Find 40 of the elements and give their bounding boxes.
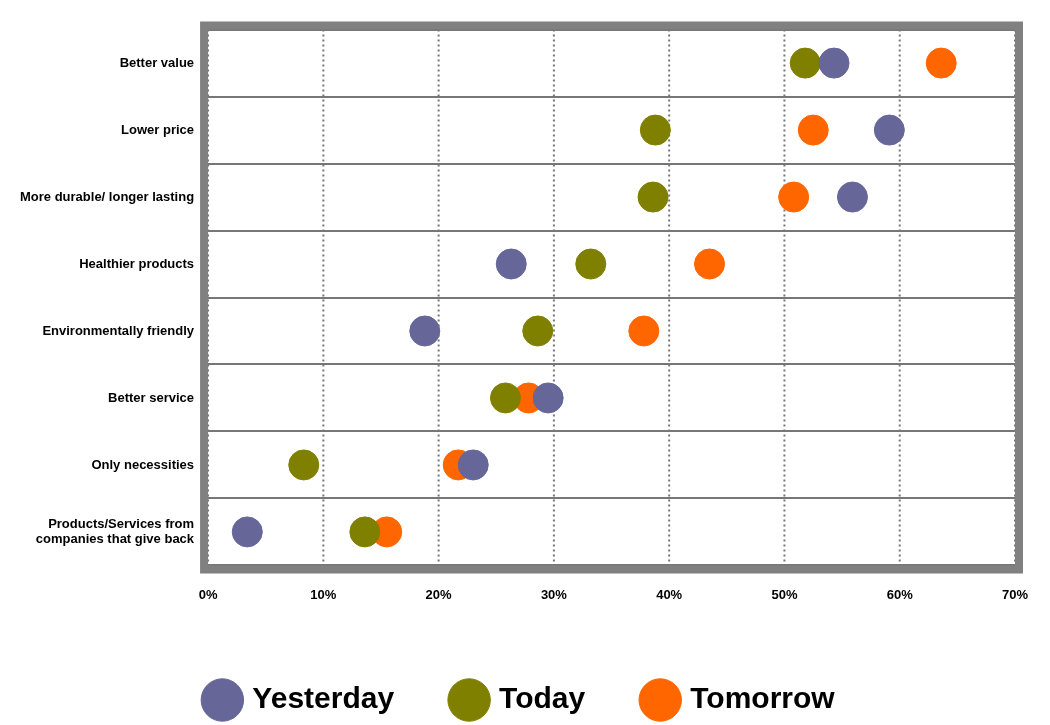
point <box>495 248 527 280</box>
point <box>409 315 441 347</box>
point <box>789 47 821 79</box>
x-tick-label: 50% <box>771 586 798 602</box>
point <box>522 315 554 347</box>
legend-label: Tomorrow <box>690 681 836 715</box>
x-tick-label: 60% <box>886 586 914 602</box>
y-tick-label: Environmentally friendly <box>42 322 195 338</box>
y-tick-label: Better value <box>119 54 195 70</box>
x-tick-label: 0% <box>198 586 218 602</box>
x-tick-label: 30% <box>540 586 568 602</box>
x-tick-label: 70% <box>1001 586 1029 602</box>
y-tick-label: Only necessities <box>91 456 195 472</box>
point <box>349 516 381 548</box>
point <box>639 114 671 146</box>
point <box>575 248 607 280</box>
point <box>818 47 850 79</box>
point <box>288 449 320 481</box>
point <box>873 114 905 146</box>
y-tick-label: Products/Services from companies that give back <box>35 515 195 547</box>
x-tick-label: 10% <box>310 586 337 602</box>
point <box>836 181 868 213</box>
x-tick-label: 40% <box>656 586 683 602</box>
y-tick-label: Healthier products <box>79 255 195 271</box>
point <box>637 181 669 213</box>
point <box>628 315 660 347</box>
legend-label: Today <box>499 681 586 715</box>
point <box>778 181 810 213</box>
point <box>925 47 957 79</box>
legend-label: Yesterday <box>252 681 395 715</box>
x-tick-label: 20% <box>425 586 453 602</box>
point <box>797 114 829 146</box>
point <box>231 516 263 548</box>
point <box>694 248 726 280</box>
point <box>532 382 564 414</box>
y-tick-label: Lower price <box>121 121 195 137</box>
y-tick-label: More durable/ longer lasting <box>20 188 195 204</box>
point <box>457 449 489 481</box>
y-tick-label: Better service <box>108 389 195 405</box>
point <box>489 382 521 414</box>
